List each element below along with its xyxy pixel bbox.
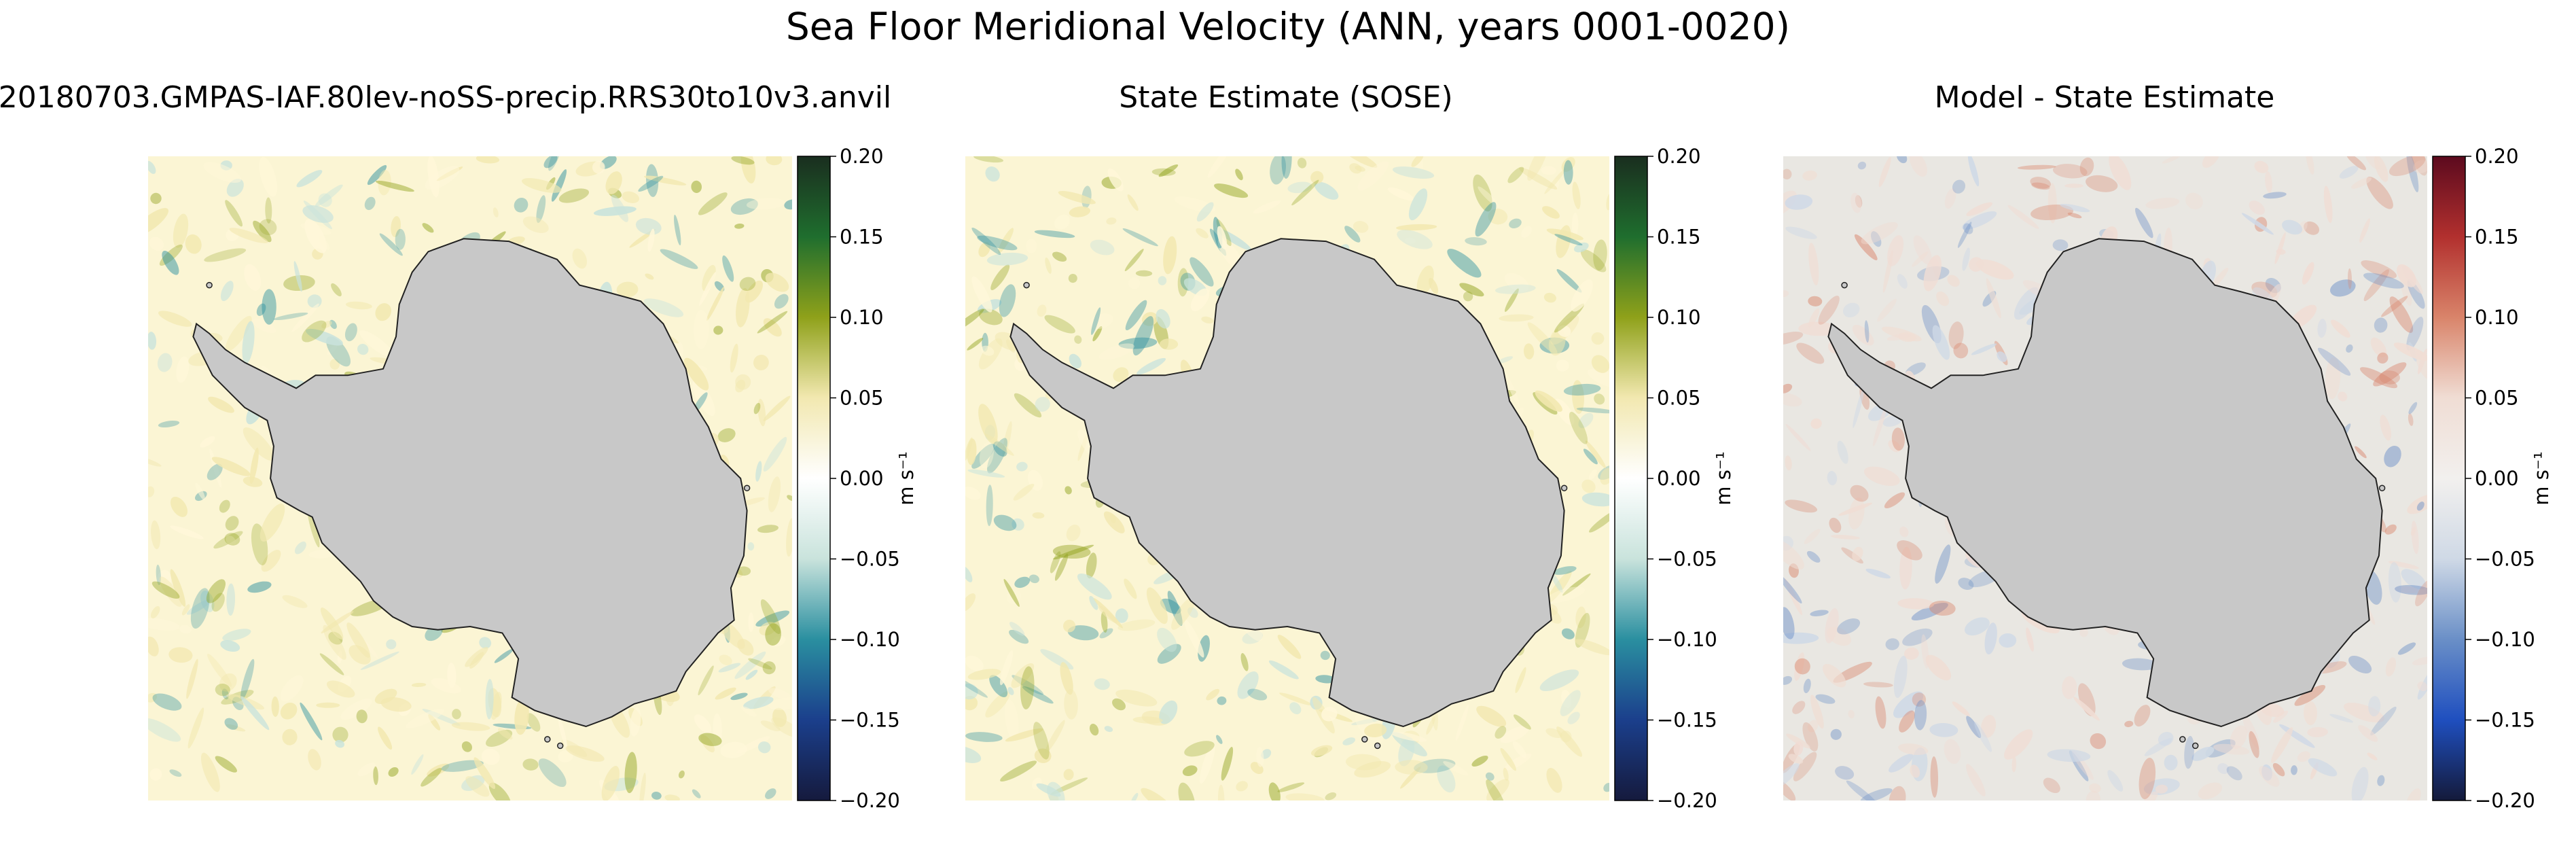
colorbar-tick-label: 0.15 xyxy=(2475,226,2519,249)
colorbar-tick-label: −0.15 xyxy=(2475,709,2535,732)
panel-title: 20180703.GMPAS-IAF.80lev-noSS-precip.RRS… xyxy=(0,80,891,115)
island xyxy=(1374,742,1381,750)
panel-3: Model - State Estimate 0.20 0.15 0.10 0.05 0.… xyxy=(1783,80,2553,812)
colorbar-tick-label: 0.20 xyxy=(840,145,884,168)
colorbar-label: m s⁻¹ xyxy=(2530,451,2553,506)
colorbar-tick-label: −0.05 xyxy=(840,548,900,571)
colorbar-tick-label: 0.20 xyxy=(1657,145,1701,168)
colorbar xyxy=(2432,156,2466,801)
colorbar-tick-label: 0.05 xyxy=(840,387,884,410)
colorbar-tick-label: −0.20 xyxy=(1657,789,1717,812)
colorbar-tick-label: 0.10 xyxy=(2475,306,2519,329)
colorbar-tick-label: −0.05 xyxy=(1657,548,1717,571)
panel-1: 20180703.GMPAS-IAF.80lev-noSS-precip.RRS… xyxy=(0,80,918,812)
colorbar-tick-label: 0.00 xyxy=(1657,467,1701,490)
colorbar-label: m s⁻¹ xyxy=(1712,451,1735,506)
island xyxy=(206,281,213,289)
colorbar-tick-label: −0.20 xyxy=(2475,789,2535,812)
antarctica-landmass xyxy=(1827,238,2383,728)
island xyxy=(1361,736,1368,743)
colorbar xyxy=(1614,156,1648,801)
island xyxy=(2378,485,2386,491)
colorbar-tick-label: 0.15 xyxy=(840,226,884,249)
colorbar-tick-label: 0.10 xyxy=(1657,306,1701,329)
island xyxy=(1023,281,1030,289)
island xyxy=(1841,281,1848,289)
island xyxy=(2192,742,2199,750)
colorbar-tick-label: −0.15 xyxy=(1657,709,1717,732)
colorbar xyxy=(797,156,831,801)
colorbar-tick-label: 0.05 xyxy=(1657,387,1701,410)
figure-title: Sea Floor Meridional Velocity (ANN, year… xyxy=(786,5,1790,48)
panel-2: State Estimate (SOSE) 0.20 0.15 0.10 0.05 0.0… xyxy=(965,80,1735,812)
colorbar-tick-label: −0.10 xyxy=(840,628,900,651)
colorbar-tick-label: 0.15 xyxy=(1657,226,1701,249)
island xyxy=(743,485,751,491)
panel-title: State Estimate (SOSE) xyxy=(1119,80,1452,115)
colorbar-tick-label: 0.05 xyxy=(2475,387,2519,410)
colorbar-tick-label: −0.10 xyxy=(1657,628,1717,651)
antarctica-landmass xyxy=(1009,238,1565,728)
colorbar-tick-label: −0.10 xyxy=(2475,628,2535,651)
colorbar-tick-label: 0.00 xyxy=(840,467,884,490)
island xyxy=(556,742,564,750)
colorbar-tick-label: −0.15 xyxy=(840,709,900,732)
island xyxy=(2179,736,2186,743)
colorbar-tick-label: −0.20 xyxy=(840,789,900,812)
panel-title: Model - State Estimate xyxy=(1935,80,2275,115)
island xyxy=(544,736,551,743)
colorbar-tick-label: −0.05 xyxy=(2475,548,2535,571)
antarctica-landmass xyxy=(192,238,748,728)
colorbar-tick-label: 0.00 xyxy=(2475,467,2519,490)
colorbar-tick-label: 0.10 xyxy=(840,306,884,329)
island xyxy=(1560,485,1568,491)
colorbar-label: m s⁻¹ xyxy=(895,451,918,506)
colorbar-tick-label: 0.20 xyxy=(2475,145,2519,168)
